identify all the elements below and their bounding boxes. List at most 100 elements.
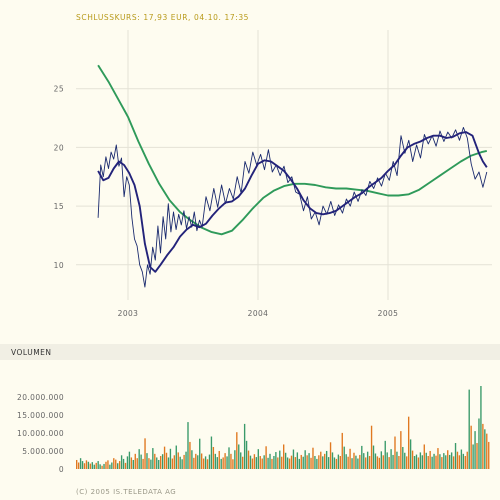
volume-bar xyxy=(298,458,300,469)
x-tick-label: 2003 xyxy=(118,309,139,318)
volume-bar xyxy=(281,456,283,469)
volume-bar xyxy=(232,459,234,469)
volume-bar xyxy=(308,453,310,469)
volume-bar xyxy=(347,456,349,469)
volume-bar xyxy=(398,456,400,469)
volume-bar xyxy=(443,453,445,469)
volume-bar xyxy=(370,425,373,469)
volume-bar xyxy=(476,443,478,469)
volume-bar xyxy=(355,455,357,469)
volume-bar xyxy=(136,458,138,469)
volume-bar xyxy=(368,456,371,469)
volume-bar xyxy=(199,438,201,469)
volume-bar xyxy=(247,450,250,469)
y-tick-label: 25 xyxy=(54,85,64,94)
volume-bar xyxy=(193,457,195,469)
volume-bar xyxy=(466,451,468,469)
volume-bar xyxy=(339,456,341,469)
volume-bar xyxy=(433,453,435,469)
volume-bar xyxy=(132,459,134,469)
volume-bar xyxy=(460,449,463,469)
volume-bar xyxy=(343,446,345,469)
volume-bar xyxy=(441,457,443,469)
volume-bar xyxy=(214,453,217,469)
volume-bar xyxy=(310,457,312,469)
volume-bar xyxy=(400,431,402,469)
volume-bar xyxy=(388,457,390,469)
volume-bar xyxy=(150,459,152,469)
volume-bar xyxy=(77,462,80,469)
volume-bar xyxy=(271,458,273,469)
volume-bar xyxy=(107,460,109,469)
volume-y-tick-label: 15.000.000 xyxy=(17,411,64,420)
volume-bar xyxy=(327,457,330,469)
volume-bar xyxy=(224,453,226,469)
volume-section-bar xyxy=(0,344,500,360)
y-tick-label: 15 xyxy=(54,202,64,211)
volume-bar xyxy=(138,449,140,469)
volume-bar xyxy=(122,458,125,469)
volume-bar xyxy=(99,464,101,469)
volume-bar xyxy=(286,457,289,469)
volume-bar xyxy=(456,451,459,469)
volume-bar xyxy=(312,447,314,469)
volume-bar xyxy=(265,446,267,469)
volume-bar xyxy=(448,454,451,469)
volume-bar xyxy=(404,452,406,469)
volume-bar xyxy=(154,453,156,469)
volume-bar xyxy=(263,455,265,469)
volume-bar xyxy=(222,457,224,469)
volume-y-tick-label: 20.000.000 xyxy=(17,393,64,402)
volume-bar xyxy=(253,454,256,469)
y-tick-label: 20 xyxy=(54,143,64,152)
volume-bar xyxy=(142,458,144,469)
volume-bar xyxy=(394,436,396,469)
volume-bar xyxy=(115,459,117,469)
volume-bar xyxy=(283,444,285,469)
volume-bar xyxy=(220,458,222,469)
volume-bar xyxy=(423,444,425,469)
volume-bar xyxy=(333,457,336,469)
volume-bar xyxy=(144,438,146,469)
volume-bar xyxy=(91,462,93,469)
volume-bar xyxy=(118,461,121,469)
volume-bar xyxy=(161,454,164,469)
volume-bar xyxy=(105,461,107,469)
volume-bar xyxy=(439,454,441,469)
volume-bar xyxy=(146,453,148,469)
volume-bar xyxy=(163,446,166,469)
volume-bar xyxy=(167,457,170,469)
volume-bar xyxy=(415,454,418,469)
volume-bar xyxy=(284,452,287,469)
volume-bar xyxy=(87,461,90,469)
volume-bar xyxy=(113,458,115,469)
volume-bar xyxy=(191,450,193,469)
volume-section-label: VOLUMEN xyxy=(11,348,52,357)
volume-bar xyxy=(109,464,111,469)
volume-bar xyxy=(417,457,420,469)
volume-bar xyxy=(165,452,168,469)
volume-bar xyxy=(124,462,127,469)
volume-bar xyxy=(206,459,209,469)
volume-bar xyxy=(427,456,429,469)
volume-bar xyxy=(230,453,232,469)
volume-bar xyxy=(351,458,353,469)
volume-bar xyxy=(390,449,392,469)
volume-bar xyxy=(454,443,457,469)
volume-bar xyxy=(175,445,177,469)
volume-bar xyxy=(304,450,306,469)
volume-bar xyxy=(366,451,369,469)
volume-bar xyxy=(245,440,248,469)
volume-bar xyxy=(173,455,176,469)
volume-bar xyxy=(435,455,437,469)
volume-bar xyxy=(288,458,291,469)
volume-bar xyxy=(234,450,236,469)
price-chart-axes: 10 15 20 25 2003 2004 2005 xyxy=(54,85,398,318)
volume-bar xyxy=(249,455,252,469)
volume-bar xyxy=(89,463,92,469)
volume-bar xyxy=(83,463,86,469)
volume-bar xyxy=(187,422,189,469)
volume-bar xyxy=(486,433,488,469)
volume-bar xyxy=(183,454,185,469)
volume-bar xyxy=(411,450,414,469)
